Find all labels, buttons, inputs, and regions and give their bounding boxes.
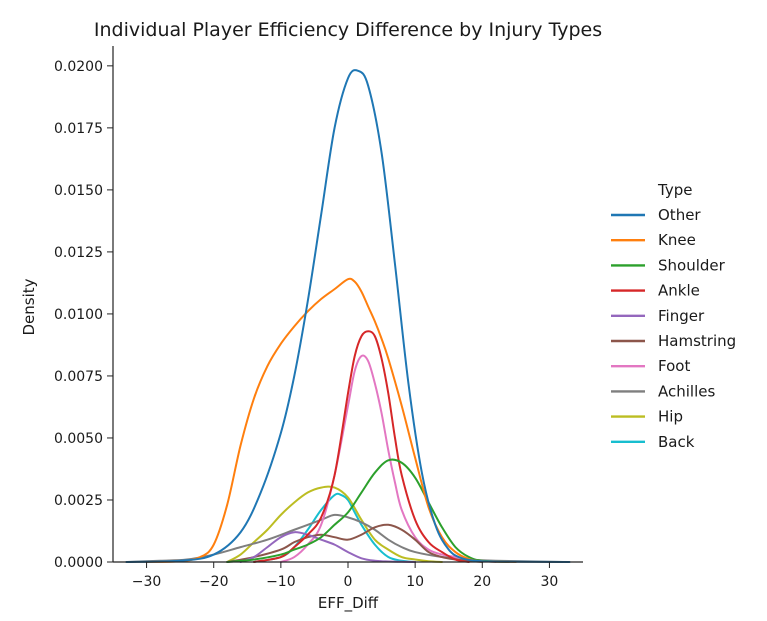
x-tick-label: 20 <box>473 574 491 590</box>
y-axis-label: Density <box>20 278 38 335</box>
y-tick-label: 0.0050 <box>54 431 103 447</box>
y-tick-label: 0.0075 <box>54 369 103 385</box>
x-tick-label: 30 <box>541 574 559 590</box>
x-tick-label: −10 <box>266 574 296 590</box>
legend-label-shoulder: Shoulder <box>658 256 726 274</box>
legend-title: Type <box>657 181 692 199</box>
legend-label-hamstring: Hamstring <box>658 332 736 350</box>
series-line-shoulder <box>226 458 511 563</box>
y-tick-label: 0.0175 <box>54 121 103 137</box>
legend-label-foot: Foot <box>658 357 690 375</box>
x-tick-label: −20 <box>199 574 229 590</box>
legend-label-back: Back <box>658 433 695 451</box>
legend-label-finger: Finger <box>658 307 705 325</box>
legend-label-achilles: Achilles <box>658 382 715 400</box>
series-line-hamstring <box>226 523 484 563</box>
y-tick-label: 0.0200 <box>54 59 103 75</box>
series-line-achilles <box>125 513 564 563</box>
y-ticks: 0.0000 0.0025 0.0050 0.0075 0.0100 0.0125 0.01… <box>54 59 113 571</box>
y-tick-label: 0.0025 <box>54 493 103 509</box>
legend-label-knee: Knee <box>658 231 696 249</box>
x-tick-label: 10 <box>406 574 424 590</box>
series-line-ankle <box>253 330 470 563</box>
series-line-knee <box>145 277 517 563</box>
chart-title: Individual Player Efficiency Difference … <box>94 19 602 41</box>
x-ticks: −30 −20 −10 0 10 20 30 <box>132 562 559 590</box>
y-tick-label: 0.0150 <box>54 183 103 199</box>
legend: Type Other Knee Shoulder Ankle Finger Hamstri… <box>611 181 736 451</box>
x-tick-label: 0 <box>344 574 353 590</box>
series-line-other <box>125 69 571 563</box>
y-tick-label: 0.0125 <box>54 245 103 261</box>
legend-label-ankle: Ankle <box>658 282 700 300</box>
axes <box>112 46 583 563</box>
series-line-hip <box>226 485 443 563</box>
series-line-foot <box>279 354 497 563</box>
x-tick-label: −30 <box>132 574 162 590</box>
y-tick-label: 0.0100 <box>54 307 103 323</box>
series-lines <box>125 69 571 563</box>
x-axis-label: EFF_Diff <box>318 594 379 613</box>
legend-label-hip: Hip <box>658 408 683 426</box>
legend-label-other: Other <box>658 206 701 224</box>
y-tick-label: 0.0000 <box>54 555 103 571</box>
